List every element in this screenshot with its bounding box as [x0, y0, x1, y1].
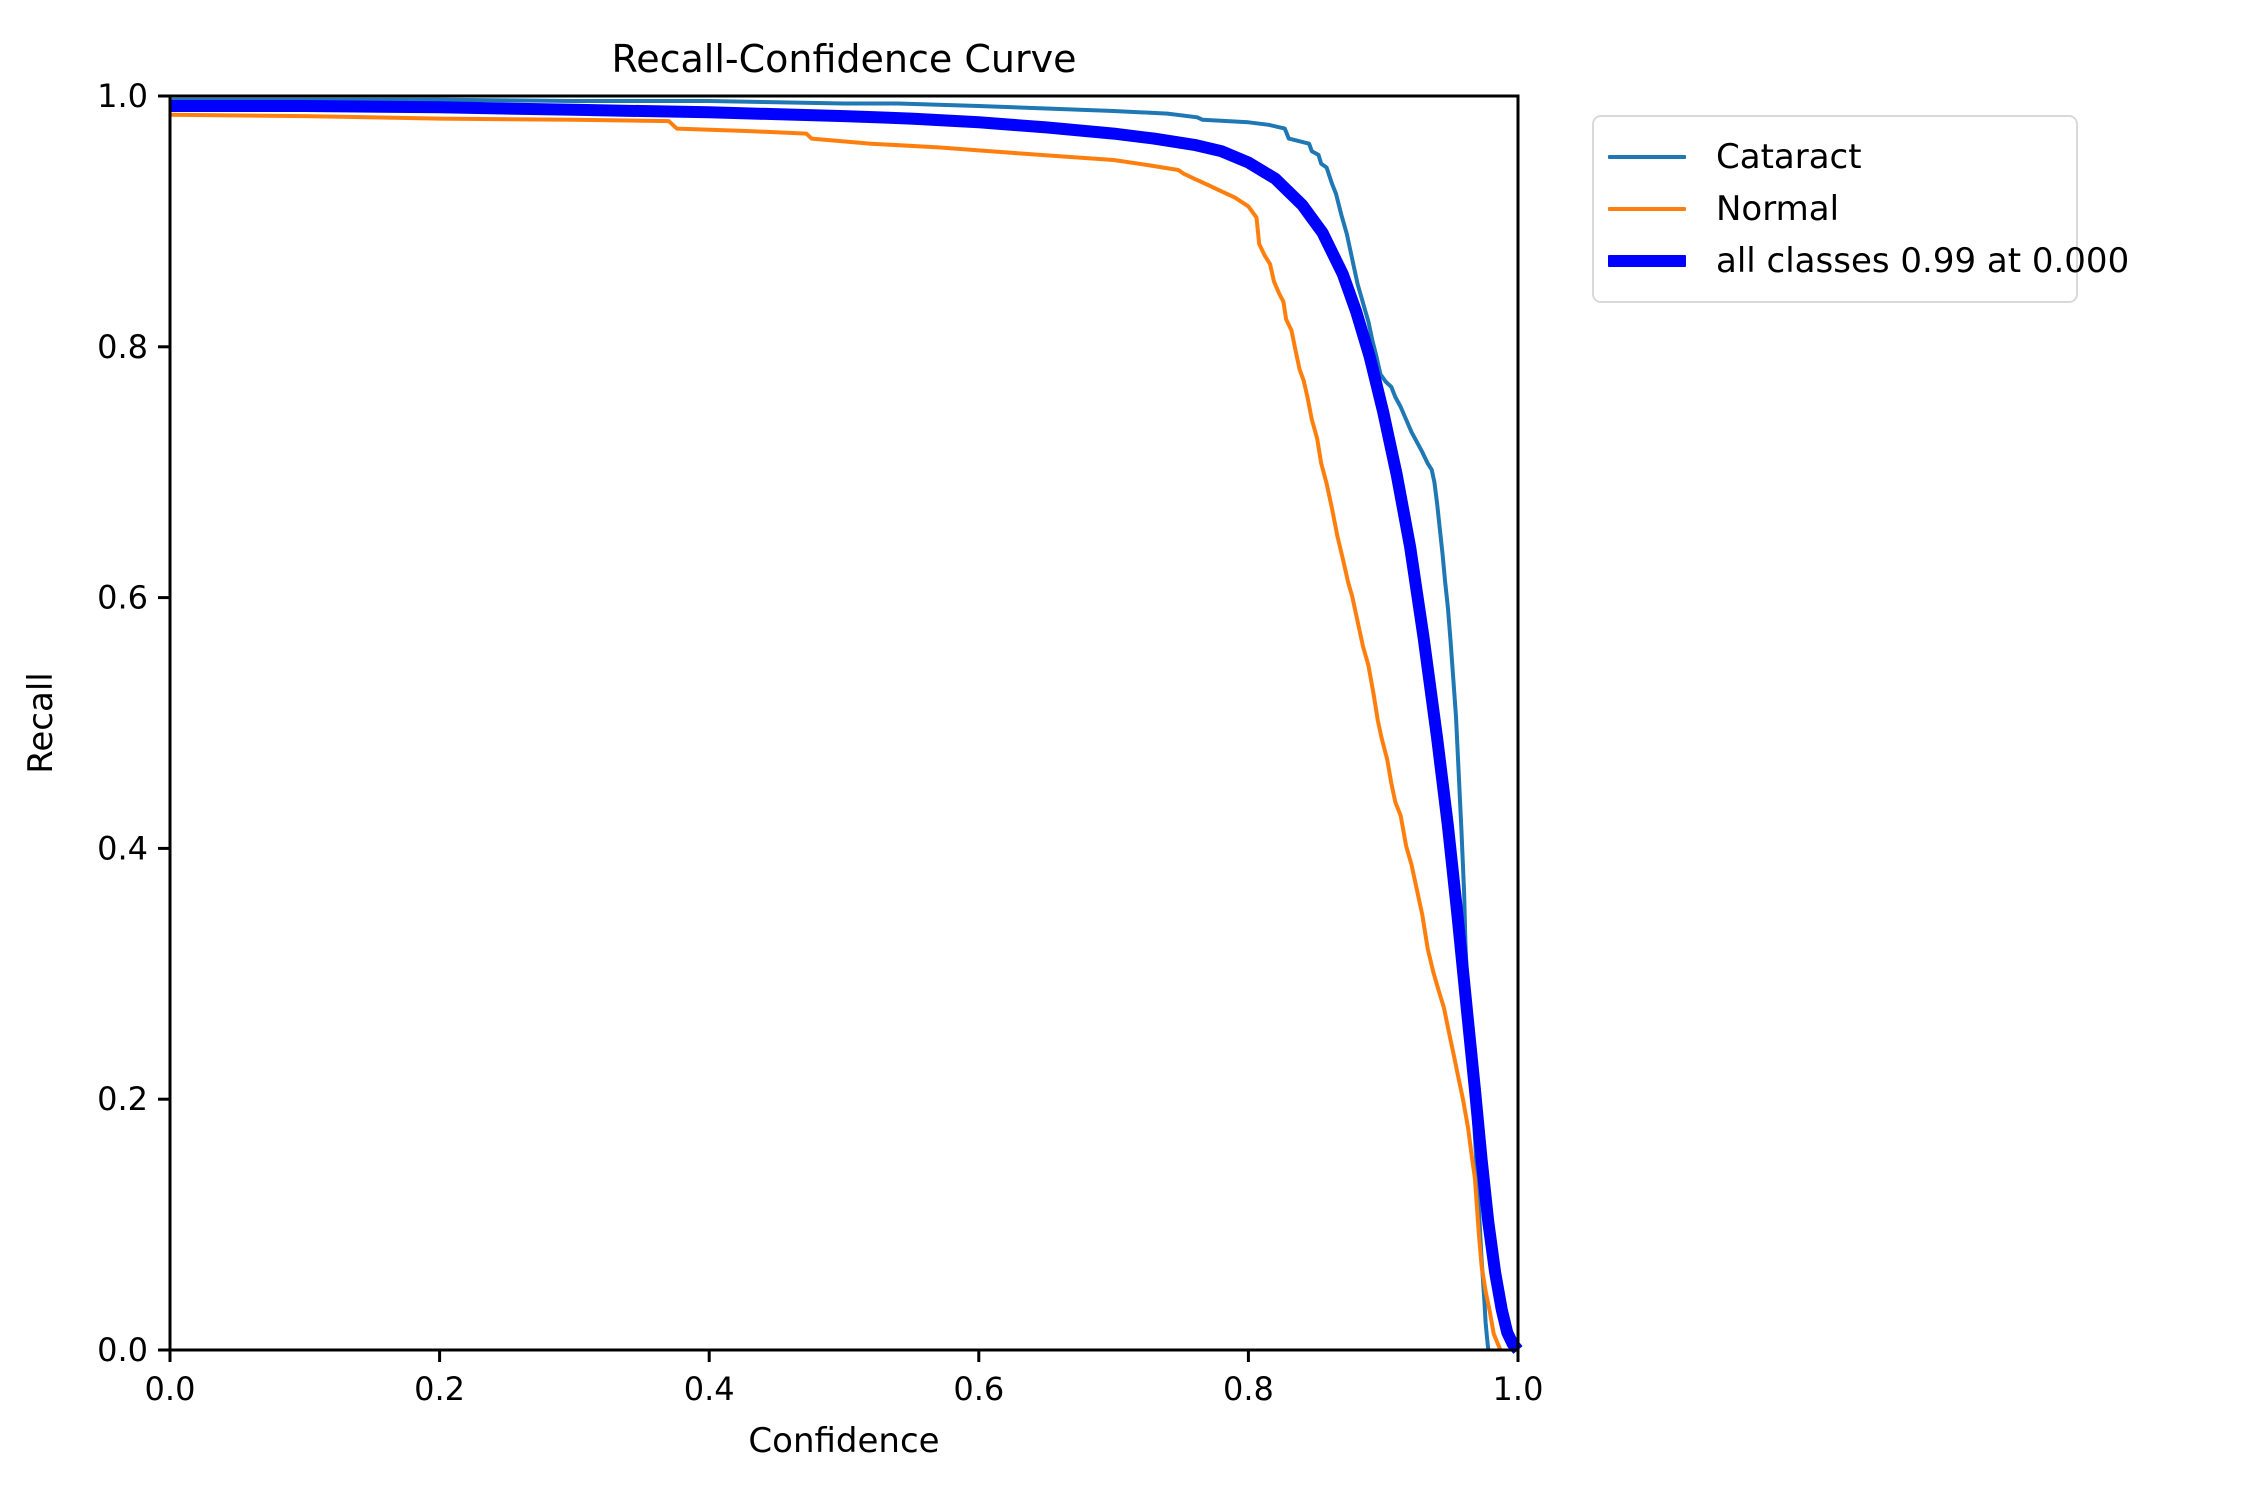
- cataract-curve: [170, 97, 1491, 1351]
- all-classes-legend-line: [1608, 255, 1686, 267]
- y-tick-label-0.6: 0.6: [97, 579, 148, 617]
- legend-row-all-classes: all classes 0.99 at 0.000: [1608, 235, 2129, 287]
- x-tick-label-0.0: 0.0: [145, 1370, 196, 1408]
- x-axis-label: Confidence: [748, 1421, 939, 1461]
- all-classes-curve: [170, 100, 1523, 1354]
- normal-curve: [169, 112, 1503, 1351]
- legend-row-cataract: Cataract: [1608, 131, 2058, 183]
- cataract-legend-label: Cataract: [1716, 137, 1862, 177]
- y-axis-label: Recall: [21, 672, 61, 773]
- cataract-legend-line: [1608, 155, 1686, 159]
- legend-box: Cataract Normal all classes 0.99 at 0.000: [1592, 115, 2129, 303]
- x-tick-label-1.0: 1.0: [1493, 1370, 1544, 1408]
- y-tick-label-0.8: 0.8: [97, 328, 148, 366]
- normal-legend-label: Normal: [1716, 189, 1840, 229]
- x-tick-label-0.4: 0.4: [684, 1370, 735, 1408]
- legend-row-normal: Normal: [1608, 183, 2058, 235]
- ticks-layer: 0.0 0.2 0.4 0.6 0.8 1.0 0.0 0.2 0.4 0.6 0.8 1.0: [97, 77, 1543, 1408]
- x-tick-label-0.8: 0.8: [1223, 1370, 1274, 1408]
- curves-layer: [169, 97, 1523, 1354]
- y-tick-label-1.0: 1.0: [97, 77, 148, 115]
- x-tick-label-0.6: 0.6: [953, 1370, 1004, 1408]
- y-tick-label-0.0: 0.0: [97, 1331, 148, 1369]
- all-classes-legend-label: all classes 0.99 at 0.000: [1716, 241, 2130, 281]
- y-tick-label-0.2: 0.2: [97, 1080, 148, 1118]
- normal-legend-line: [1608, 207, 1686, 211]
- chart-title: Recall-Confidence Curve: [612, 37, 1077, 81]
- y-tick-label-0.4: 0.4: [97, 829, 148, 867]
- plot-frame: [168, 94, 1520, 1352]
- x-tick-label-0.2: 0.2: [414, 1370, 465, 1408]
